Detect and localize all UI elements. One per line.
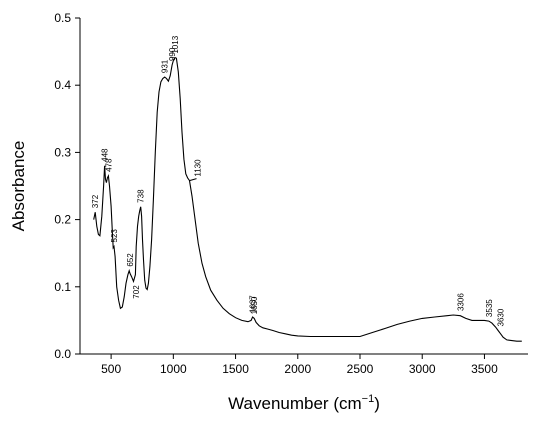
- y-tick-label: 0.2: [54, 213, 71, 227]
- peak-label: 1637: [249, 295, 258, 313]
- x-tick-label: 500: [101, 362, 121, 376]
- peak-label: 372: [91, 194, 100, 208]
- y-tick-label: 0.3: [54, 145, 71, 159]
- peak-label: 652: [126, 253, 135, 267]
- peak-label: 1130: [194, 159, 203, 177]
- x-tick-label: 2000: [284, 362, 311, 376]
- x-tick-label: 2500: [347, 362, 374, 376]
- peak-leader: [189, 178, 197, 182]
- peak-label: 990: [168, 47, 177, 61]
- plot-frame: [79, 18, 528, 355]
- peak-label: 702: [132, 285, 141, 299]
- y-tick-label: 0.1: [54, 280, 71, 294]
- y-tick-label: 0.5: [54, 11, 71, 25]
- y-tick-label: 0.0: [54, 347, 71, 361]
- peak-label: 1013: [171, 35, 180, 53]
- peak-label: 3306: [456, 293, 465, 311]
- peak-label: 3535: [485, 299, 494, 317]
- peak-label: 448: [101, 148, 110, 162]
- y-axis-title: Absorbance: [9, 141, 28, 232]
- y-ticks: 0.0 0.1 0.2 0.3 0.4 0.5: [54, 11, 80, 361]
- x-axis-title-main: Wavenumber (cm: [228, 394, 362, 413]
- peak-label: 738: [137, 189, 146, 203]
- x-tick-label: 1000: [160, 362, 187, 376]
- peak-label: 478: [104, 158, 113, 172]
- x-axis-title-superscript: −1: [362, 393, 375, 405]
- x-axis-title-close: ): [374, 394, 380, 413]
- spectrum-line: [93, 56, 522, 342]
- x-tick-label: 3500: [471, 362, 498, 376]
- peak-label: 523: [110, 229, 119, 243]
- x-tick-label: 1500: [222, 362, 249, 376]
- y-tick-label: 0.4: [54, 78, 71, 92]
- peak-label: 1650: [250, 296, 259, 314]
- x-ticks: 500 1000 1500 2000 2500 3000 3500: [101, 354, 498, 376]
- peak-label: 931: [161, 59, 170, 73]
- peak-label: 3630: [497, 308, 506, 326]
- x-tick-label: 3000: [409, 362, 436, 376]
- x-axis-title: Wavenumber (cm−1): [228, 393, 380, 413]
